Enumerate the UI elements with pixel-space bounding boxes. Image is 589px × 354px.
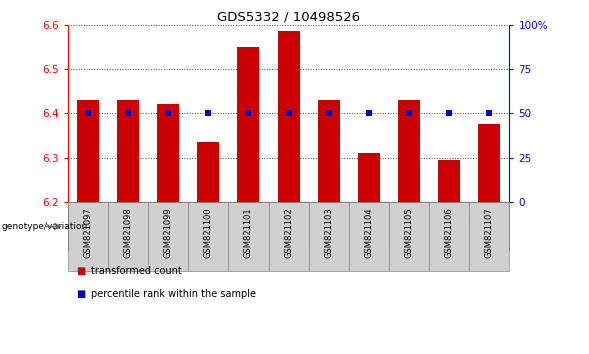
Bar [317,100,340,202]
Text: NEMO/TNFR1 double
knockout: NEMO/TNFR1 double knockout [403,217,496,236]
Point [324,110,333,116]
Text: GSM821100: GSM821100 [204,207,213,258]
Bar [68,204,188,250]
Text: NEMO/TRAIL
double knockout: NEMO/TRAIL double knockout [311,217,386,236]
Point [485,110,494,116]
Text: GSM821097: GSM821097 [83,207,92,258]
Text: wild type: wild type [107,222,149,231]
Bar [349,202,389,271]
Bar [478,124,501,202]
Bar [188,204,309,250]
Bar [197,142,219,202]
Text: GSM821105: GSM821105 [405,207,413,258]
Point [284,110,293,116]
Bar [358,153,380,202]
Text: ■: ■ [77,266,86,276]
Point [163,110,173,116]
Point [83,110,92,116]
Bar [269,202,309,271]
Text: ■: ■ [77,289,86,299]
Bar [77,100,99,202]
Point [445,110,454,116]
Text: GSM821106: GSM821106 [445,207,454,258]
Bar [117,100,139,202]
Title: GDS5332 / 10498526: GDS5332 / 10498526 [217,11,360,24]
Text: transformed count: transformed count [91,266,182,276]
Bar [108,202,148,271]
Bar [68,202,108,271]
Point [123,110,133,116]
Text: GSM821098: GSM821098 [124,207,133,258]
Text: percentile rank within the sample: percentile rank within the sample [91,289,256,299]
Text: NEMO knockout: NEMO knockout [213,222,284,231]
Bar [309,204,389,250]
Bar [389,202,429,271]
Bar [277,32,300,202]
Point [405,110,414,116]
Text: GSM821107: GSM821107 [485,207,494,258]
Bar [229,202,269,271]
Bar [148,202,188,271]
Point [364,110,373,116]
Bar [237,47,260,202]
Text: GSM821104: GSM821104 [365,207,373,258]
Bar [429,202,469,271]
Bar [157,104,179,202]
Text: GSM821102: GSM821102 [284,207,293,258]
Bar [398,100,420,202]
Bar [469,202,509,271]
Text: GSM821103: GSM821103 [325,207,333,258]
Bar [309,202,349,271]
Bar [389,204,509,250]
Point [244,110,253,116]
Bar [438,160,460,202]
Point [204,110,213,116]
Text: GSM821101: GSM821101 [244,207,253,258]
Text: GSM821099: GSM821099 [164,207,173,258]
Bar [188,202,229,271]
Text: genotype/variation: genotype/variation [2,222,88,231]
